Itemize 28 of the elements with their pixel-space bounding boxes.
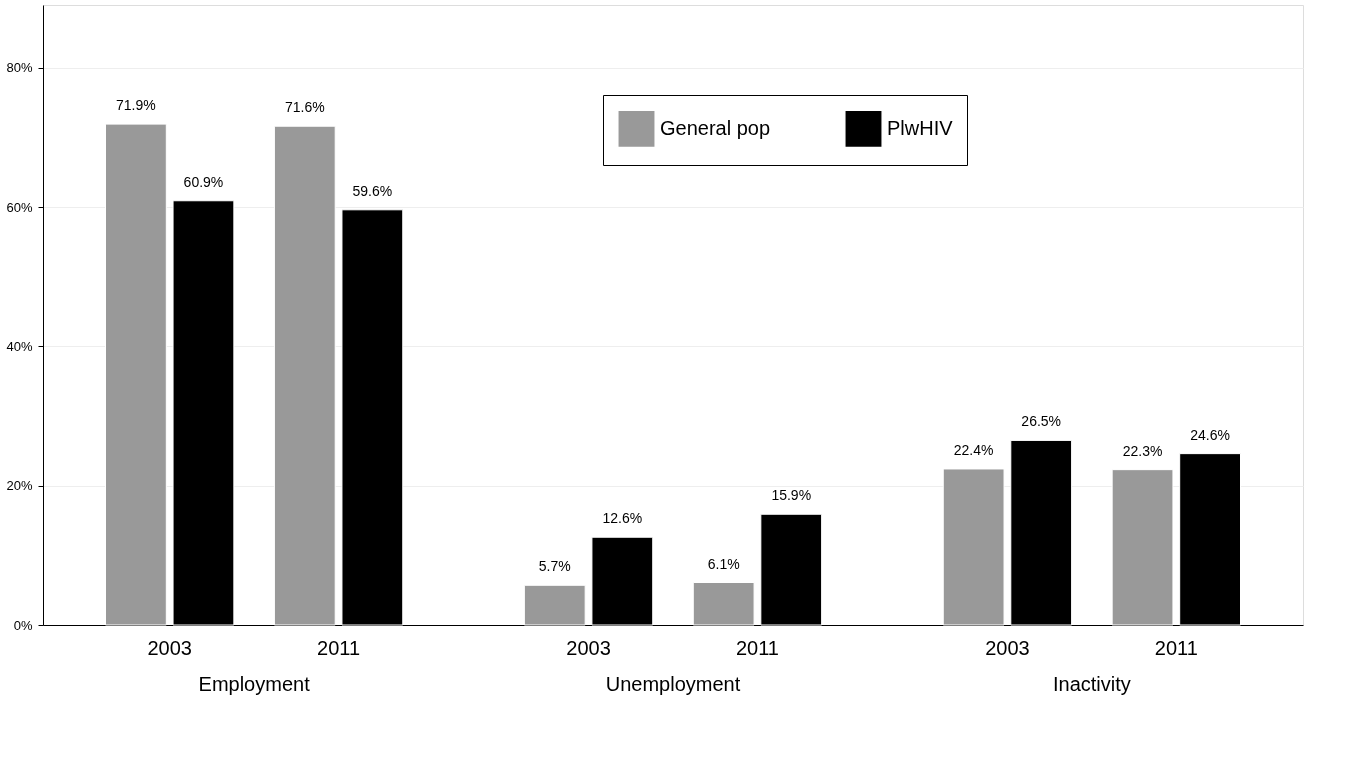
data-label: 22.3% bbox=[1122, 442, 1163, 459]
data-label: 22.4% bbox=[953, 441, 994, 458]
x-tick-label: 2003 bbox=[147, 637, 192, 659]
y-tick-label: 20% bbox=[6, 478, 33, 494]
x-tick-label: 2003 bbox=[566, 637, 611, 659]
data-label: 24.6% bbox=[1190, 426, 1230, 443]
text: Inactivity bbox=[1052, 673, 1131, 695]
x-tick-label: 2011 bbox=[735, 637, 779, 659]
y-tick-label: 0% bbox=[13, 617, 33, 633]
x-tick-label: 2011 bbox=[1154, 637, 1198, 659]
x-tick-label: 2011 bbox=[317, 637, 361, 659]
data-label: 15.9% bbox=[771, 487, 812, 504]
x-tick-label: 2003 bbox=[985, 637, 1030, 659]
y-tick-label: 60% bbox=[6, 199, 33, 215]
data-label: 71.6% bbox=[284, 99, 325, 116]
data-label: 26.5% bbox=[1021, 413, 1062, 430]
data-label: 12.6% bbox=[602, 510, 643, 527]
y-tick-label: 40% bbox=[6, 338, 33, 354]
data-label: 60.9% bbox=[183, 173, 224, 190]
data-label: 59.6% bbox=[352, 182, 393, 199]
data-label: 71.9% bbox=[116, 97, 156, 114]
text: Unemployment bbox=[605, 673, 741, 695]
legend-label: PlwHIV bbox=[887, 116, 954, 139]
data-label: 6.1% bbox=[707, 555, 740, 572]
text: Employment bbox=[198, 673, 311, 695]
data-label: 5.7% bbox=[538, 558, 571, 575]
y-tick-label: 80% bbox=[6, 60, 33, 76]
legend-label: General pop bbox=[660, 116, 771, 139]
